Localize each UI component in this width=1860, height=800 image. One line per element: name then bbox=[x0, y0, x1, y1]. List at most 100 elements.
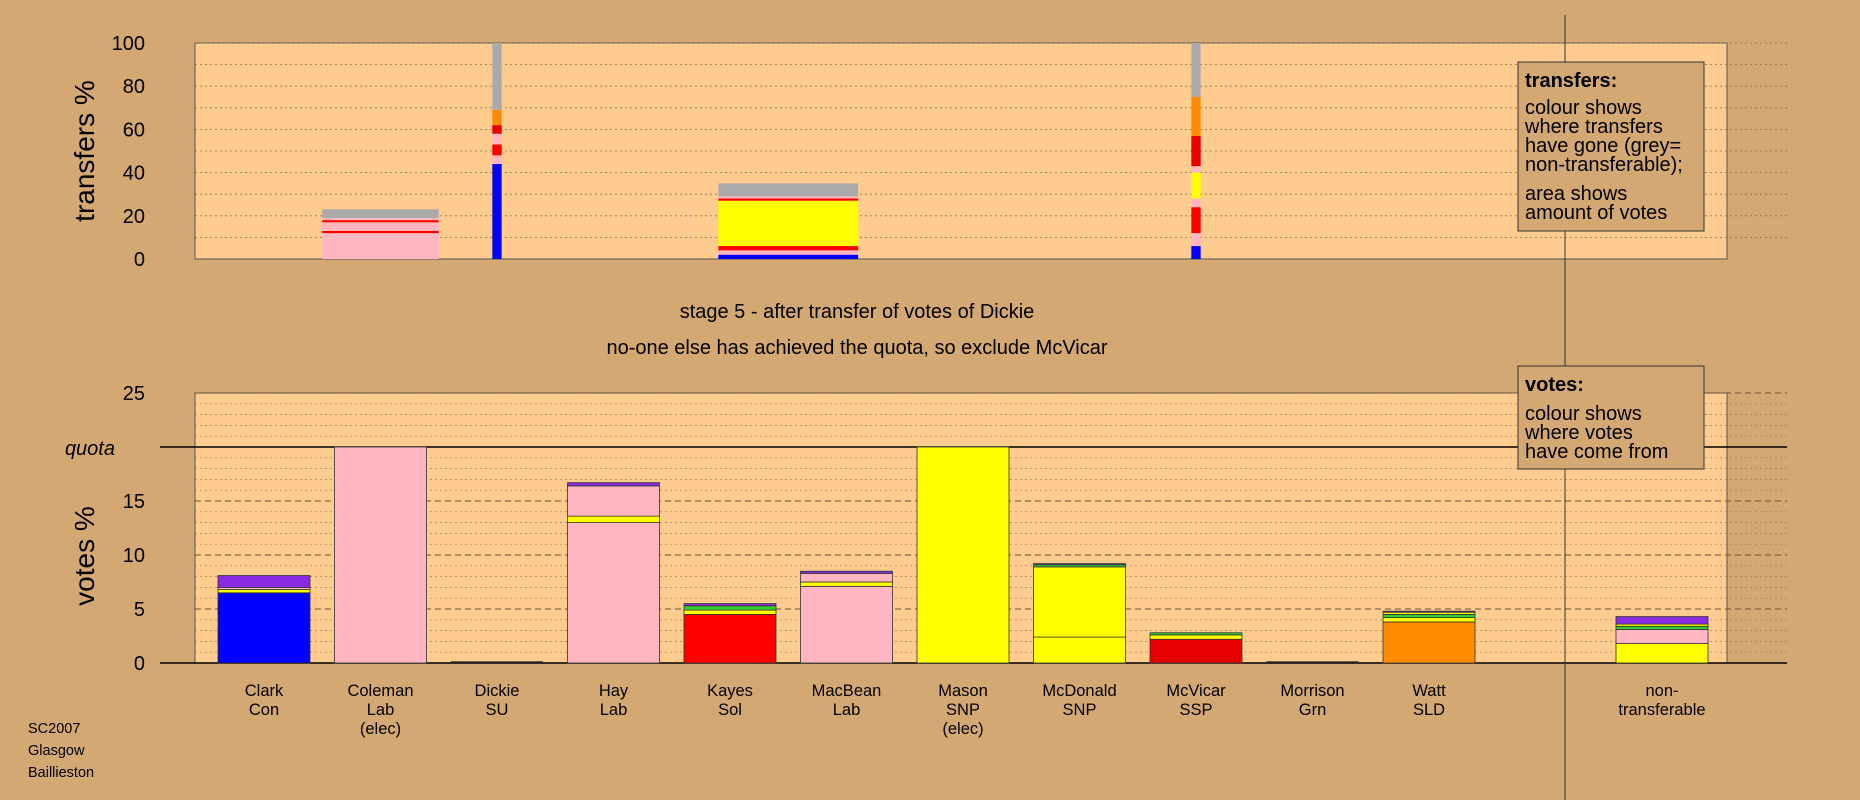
vote-segment bbox=[800, 572, 893, 583]
candidate-party: Con bbox=[249, 701, 279, 719]
vote-segment bbox=[800, 570, 893, 574]
vote-segment bbox=[217, 592, 311, 664]
transfer-segment bbox=[1191, 43, 1201, 97]
candidate-name: Morrison bbox=[1280, 682, 1344, 700]
transfer-segment bbox=[492, 109, 502, 126]
vote-segment bbox=[567, 482, 660, 487]
vote-segment bbox=[1615, 629, 1709, 644]
candidate-party: SLD bbox=[1413, 701, 1445, 719]
candidate-name: Dickie bbox=[475, 682, 520, 700]
transfer-segment bbox=[718, 250, 859, 255]
transfer-segment bbox=[322, 217, 439, 221]
transfers-legend-line: area shows bbox=[1525, 183, 1627, 205]
candidate-party: Lab bbox=[833, 701, 861, 719]
exclusion-caption: no-one else has achieved the quota, so e… bbox=[606, 337, 1107, 359]
transfers-legend-line: non-transferable); bbox=[1525, 154, 1683, 176]
candidate-party: SNP bbox=[1063, 701, 1097, 719]
election-label: SC2007 bbox=[28, 721, 80, 737]
candidate-name: Coleman bbox=[347, 682, 413, 700]
vote-segment bbox=[683, 605, 777, 611]
transfers-legend-title: transfers: bbox=[1525, 70, 1617, 92]
votes-legend-box bbox=[1517, 365, 1705, 470]
vote-segment bbox=[1382, 610, 1476, 613]
candidate-name: Hay bbox=[599, 682, 629, 700]
transfers-legend-box bbox=[1517, 61, 1705, 232]
votes-legend-line: colour shows bbox=[1525, 403, 1642, 425]
votes-legend-title: votes: bbox=[1525, 374, 1584, 396]
transfer-segment bbox=[1191, 166, 1201, 173]
transfer-segment bbox=[1191, 135, 1201, 167]
transfers-legend-line: colour shows bbox=[1525, 97, 1642, 119]
vote-segment bbox=[1382, 621, 1476, 664]
vote-segment bbox=[1149, 632, 1243, 636]
transfer-segment bbox=[1191, 233, 1201, 247]
transfers-tick-label: 80 bbox=[123, 76, 145, 98]
candidate-party: SNP bbox=[946, 701, 980, 719]
candidate-party: SSP bbox=[1179, 701, 1212, 719]
vote-segment bbox=[1033, 636, 1126, 664]
vote-segment bbox=[1149, 638, 1243, 664]
transfers-tick-label: 0 bbox=[134, 249, 145, 271]
vote-segment bbox=[567, 515, 660, 523]
vote-segment bbox=[683, 603, 777, 607]
transfer-segment bbox=[492, 144, 502, 156]
transfers-tick-label: 40 bbox=[123, 163, 145, 185]
transfer-segment bbox=[1191, 246, 1201, 259]
transfers-axis-title: transfers % bbox=[69, 80, 100, 222]
transfer-segment bbox=[322, 233, 439, 259]
candidate-label: non-transferable bbox=[1618, 682, 1705, 719]
candidate-name: Watt bbox=[1412, 682, 1446, 700]
transfer-segment bbox=[718, 198, 859, 201]
stage-caption: stage 5 - after transfer of votes of Dic… bbox=[680, 301, 1035, 323]
transfer-segment bbox=[1191, 207, 1201, 234]
vote-segment bbox=[1149, 634, 1243, 640]
votes-tick-label: 15 bbox=[123, 491, 145, 513]
vote-segment bbox=[334, 446, 427, 664]
transfers-plot: 0 20 40 60 80 100 transfers % bbox=[69, 33, 1787, 271]
candidate-name: non- bbox=[1645, 682, 1678, 700]
transfer-segment bbox=[492, 125, 502, 134]
vote-segment bbox=[1615, 625, 1709, 630]
transfers-tick-label: 100 bbox=[112, 33, 145, 55]
vote-segment bbox=[217, 589, 311, 594]
transfer-segment bbox=[322, 209, 439, 218]
transfer-segment bbox=[1191, 198, 1201, 208]
vote-segment bbox=[916, 446, 1010, 664]
quota-label: quota bbox=[65, 438, 115, 460]
transfers-tick-label: 20 bbox=[123, 206, 145, 228]
candidate-name: MacBean bbox=[812, 682, 882, 700]
vote-segment bbox=[217, 575, 311, 588]
vote-segment bbox=[683, 614, 777, 664]
candidate-party: SU bbox=[486, 701, 509, 719]
transfer-segment bbox=[718, 183, 859, 197]
votes-tick-label: 0 bbox=[134, 653, 145, 675]
candidate-name: Mason bbox=[938, 682, 988, 700]
transfer-segment bbox=[492, 155, 502, 164]
votes-legend-line: have come from bbox=[1525, 441, 1668, 463]
vote-segment bbox=[1033, 563, 1126, 566]
vote-segment bbox=[1382, 614, 1476, 619]
transfer-segment bbox=[718, 246, 859, 251]
transfer-segment bbox=[492, 163, 502, 259]
transfers-tick-label: 60 bbox=[123, 119, 145, 141]
candidate-name: McDonald bbox=[1042, 682, 1116, 700]
vote-segment bbox=[683, 609, 777, 615]
vote-segment bbox=[1615, 643, 1709, 664]
votes-tick-label: 25 bbox=[123, 383, 145, 405]
transfers-legend-line: amount of votes bbox=[1525, 202, 1667, 224]
region-label: Glasgow bbox=[28, 743, 85, 759]
constituency-label: Baillieston bbox=[28, 765, 94, 781]
candidate-name: McVicar bbox=[1166, 682, 1226, 700]
candidate-party: Sol bbox=[718, 701, 742, 719]
transfer-segment bbox=[492, 43, 502, 110]
vote-segment bbox=[1033, 566, 1126, 638]
